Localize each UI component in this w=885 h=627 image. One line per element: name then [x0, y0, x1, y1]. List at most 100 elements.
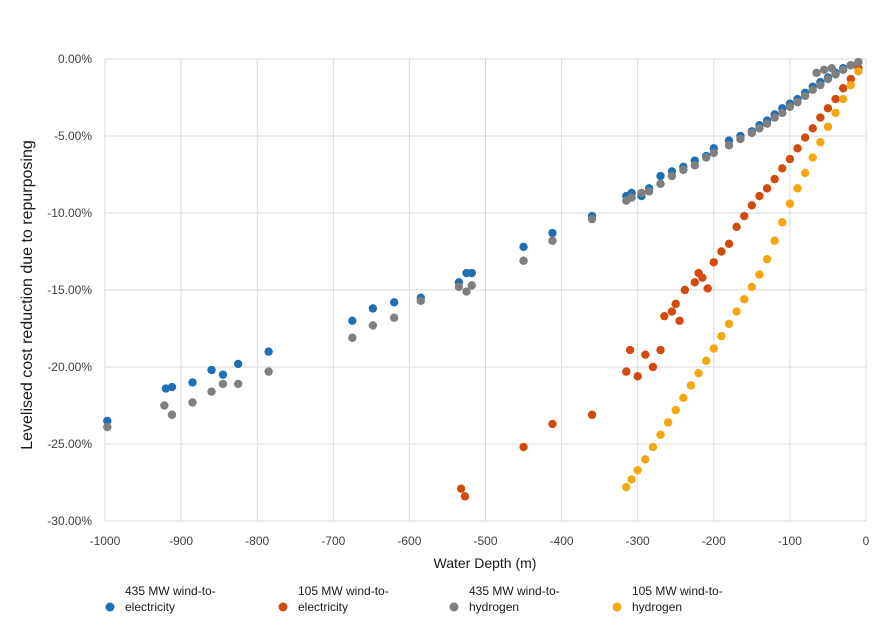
y-axis-title: Levelised cost reduction due to repurpos… [19, 140, 36, 450]
legend-label-line: 105 MW wind-to- [632, 584, 723, 598]
data-point [717, 247, 726, 256]
x-tick-label: -900 [169, 534, 193, 548]
data-point [519, 256, 528, 265]
data-point [778, 164, 787, 173]
data-point [656, 345, 665, 355]
data-point [368, 304, 378, 313]
legend-marker [612, 602, 622, 612]
data-point [846, 74, 855, 84]
data-point [663, 418, 673, 427]
data-point [633, 372, 642, 381]
data-point [736, 134, 745, 144]
y-tick-label: -15.00% [47, 283, 92, 297]
y-tick-label: -5.00% [54, 129, 92, 143]
data-point [831, 108, 840, 118]
data-point [709, 344, 718, 353]
x-tick-label: -700 [321, 534, 345, 548]
data-point [846, 60, 855, 70]
legend-label-line: electricity [125, 600, 175, 614]
data-point [460, 492, 470, 501]
legend: 435 MW wind-to-electricity 105 MW wind-to… [105, 584, 723, 614]
legend-label-line: 435 MW wind-to- [469, 584, 560, 598]
data-point [808, 124, 817, 133]
data-point [709, 148, 718, 158]
data-point [467, 281, 477, 290]
data-point [633, 465, 642, 475]
data-point [747, 128, 757, 138]
data-point [389, 313, 399, 322]
data-point [660, 311, 669, 321]
legend-label-line: electricity [298, 600, 348, 614]
data-point [671, 405, 680, 415]
data-point [648, 362, 658, 372]
data-point [831, 94, 840, 104]
data-point [816, 80, 825, 90]
y-tick-label: -30.00% [47, 514, 92, 528]
data-point [698, 273, 707, 282]
data-point [656, 430, 665, 439]
data-point [755, 191, 764, 201]
data-point [762, 184, 772, 193]
data-point [416, 296, 426, 305]
data-point [233, 359, 243, 369]
data-point [456, 484, 466, 493]
data-point [587, 214, 597, 224]
data-point [854, 67, 863, 76]
data-point [454, 282, 464, 292]
data-point [680, 285, 690, 295]
data-point [747, 282, 757, 292]
data-point [732, 307, 741, 316]
data-point [808, 85, 817, 95]
data-point [778, 218, 787, 227]
data-point [755, 124, 764, 133]
data-point [462, 287, 471, 296]
legend-item: 435 MW wind-to-electricity [105, 584, 216, 614]
data-point [690, 278, 699, 287]
data-point [519, 242, 528, 252]
x-tick-label: -600 [397, 534, 421, 548]
data-point [762, 119, 772, 128]
data-point [641, 350, 650, 359]
data-point [103, 416, 112, 426]
data-point [675, 316, 684, 325]
y-tick-label: -20.00% [47, 360, 92, 374]
data-point [233, 379, 243, 389]
data-point [686, 381, 696, 390]
data-point [656, 179, 665, 188]
data-point [827, 64, 836, 73]
legend-label-line: 435 MW wind-to- [125, 584, 216, 598]
data-point [709, 258, 718, 267]
data-point [679, 393, 688, 402]
data-point [637, 188, 646, 198]
data-point [800, 168, 810, 178]
data-point [762, 255, 772, 264]
data-point [800, 133, 810, 142]
data-point [724, 319, 734, 329]
data-point [207, 387, 216, 396]
x-tick-label: 0 [863, 534, 870, 548]
data-point [778, 108, 787, 118]
data-point [690, 161, 699, 170]
x-tick-label: -200 [702, 534, 726, 548]
data-point [793, 184, 802, 193]
data-point [587, 410, 597, 419]
data-point [724, 239, 734, 248]
data-point [808, 153, 817, 162]
data-points [103, 57, 863, 501]
data-point [819, 65, 829, 74]
series-4 [622, 67, 863, 492]
x-tick-label: -500 [473, 534, 497, 548]
data-point [348, 333, 357, 342]
data-point [467, 268, 477, 278]
series-2 [456, 64, 863, 501]
data-point [717, 332, 726, 341]
data-point [785, 154, 795, 164]
data-point [854, 57, 863, 67]
data-point [846, 80, 855, 90]
x-axis-tick-labels: -1000 -900 -800 -700 -600 -500 -400 -300 -200 -10… [90, 534, 870, 548]
data-point [548, 419, 557, 429]
legend-marker [278, 602, 288, 612]
data-point [348, 316, 357, 325]
